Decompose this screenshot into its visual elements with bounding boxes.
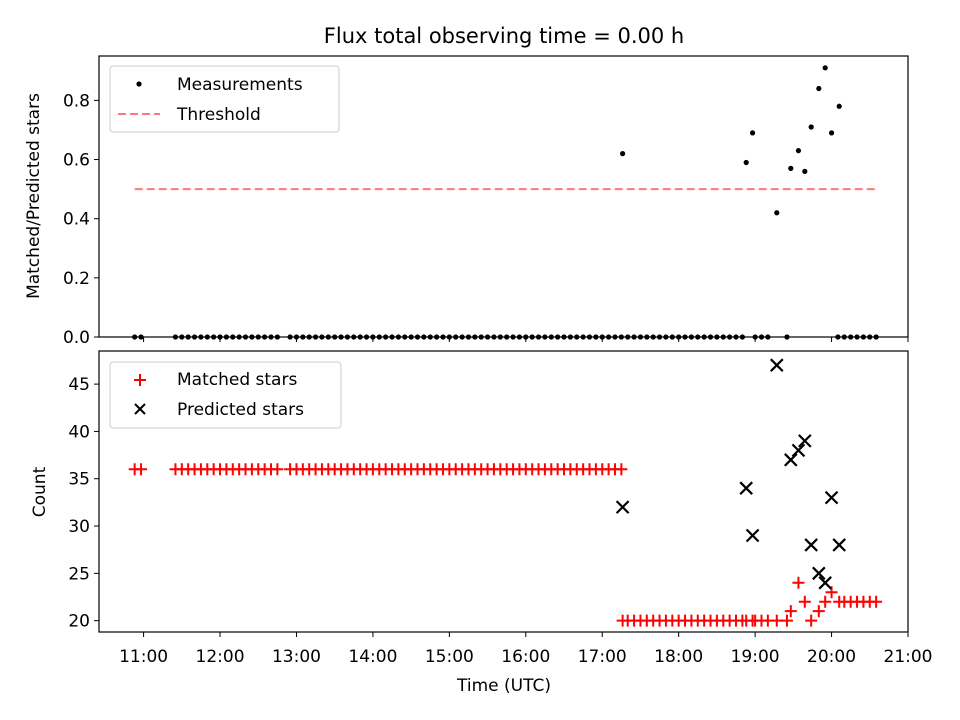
top-panel: Matched/Predicted stars 0.00.20.40.60.8 … [24,55,909,348]
bottom-ticks: 20 25 30 35 40 45 11:00 12:00 13:00 14:00 15:00 16:… [68,375,932,667]
measurement-point [795,148,802,154]
measurement-point [808,124,814,130]
top-plot-frame [98,55,909,338]
predicted-star-point [798,434,812,448]
legend-matched-plus [134,374,146,386]
legend-predicted-x [134,403,146,415]
predicted-star-point [832,538,846,552]
measurement-point [749,130,756,136]
chart-title: Flux total observing time = 0.00 h [324,24,684,48]
measurement-point [836,103,842,109]
matched-star-point [271,463,284,476]
predicted-star-point [615,500,630,514]
measurement-point [822,65,828,71]
bottom-x-tick-label: 13:00 [272,647,321,667]
predicted-star-point [769,358,784,372]
top-y-axis-label-group: Matched/Predicted stars [24,93,44,299]
bottom-y-tick-label: 35 [68,470,90,490]
matched-star-point [135,463,148,476]
legend-measurements-dot [136,81,142,87]
predicted-star-point [812,566,826,581]
legend-predicted-label: Predicted stars [177,400,304,420]
legend-measurements-label: Measurements [177,75,303,95]
bottom-marks [128,358,883,627]
matched-star-point [792,576,805,589]
legend-threshold-label: Threshold [176,105,261,125]
measurement-point [828,130,835,136]
matched-star-point [870,595,883,608]
top-y-tick-label: 0.2 [63,269,90,289]
top-legend-box [109,65,340,133]
bottom-x-tick-label: 19:00 [731,647,780,667]
bottom-x-tick-label: 21:00 [884,647,933,667]
top-y-tick-label: 0.0 [63,328,90,348]
bottom-panel: Count Time (UTC) 20 25 30 35 40 45 11:00 12:00 1… [30,350,933,696]
measurement-point [620,151,626,157]
top-y-tick-label: 0.6 [63,151,90,171]
measurement-point [802,168,808,174]
bottom-y-tick-label: 40 [68,422,90,442]
bottom-y-tick-label: 20 [68,612,90,632]
bottom-x-tick-label: 12:00 [196,647,245,667]
top-legend: Measurements Threshold [109,65,340,133]
bottom-plot-frame [98,350,909,633]
bottom-x-tick-label: 11:00 [119,647,168,667]
top-y-tick-label: 0.4 [63,210,90,230]
measurement-point [788,165,794,171]
legend-matched-label: Matched stars [177,370,297,390]
bottom-legend-box [109,361,342,429]
top-ticks: 0.0 0.2 0.4 0.6 0.8 [63,91,909,348]
predicted-star-point [824,490,839,505]
predicted-star-point [745,528,760,543]
measurement-point [774,210,780,216]
matched-star-point [784,605,797,618]
predicted-star-point [818,576,832,590]
bottom-x-tick-label: 14:00 [348,647,397,667]
bottom-y-tick-label: 25 [68,564,90,584]
predicted-star-point [739,481,753,495]
top-y-tick-label: 0.8 [63,91,90,111]
measurement-point [743,159,749,166]
matched-star-point [770,614,783,627]
matched-star-point [833,595,846,608]
predicted-star-point [784,453,798,467]
matched-star-point [780,614,793,627]
matched-star-point [798,595,811,608]
x-axis-label: Time (UTC) [456,676,551,696]
matched-star-point [819,595,832,608]
matched-star-point [805,614,818,627]
predicted-star-point [791,443,806,458]
bottom-y-tick-label: 45 [68,375,90,395]
top-y-axis-label: Matched/Predicted stars [24,93,44,299]
bottom-y-tick-label: 30 [68,517,90,537]
bottom-x-tick-label: 18:00 [654,647,703,667]
bottom-x-tick-label: 16:00 [501,647,550,667]
matched-star-point [615,463,628,476]
top-marks [132,65,879,340]
bottom-x-tick-label: 17:00 [578,647,627,667]
bottom-legend: Matched stars Predicted stars [109,361,342,429]
measurement-point [816,85,822,92]
matched-star-point [812,605,825,618]
bottom-x-tick-label: 20:00 [807,647,856,667]
bottom-x-tick-label: 15:00 [425,647,474,667]
bottom-y-axis-label: Count [30,466,50,517]
predicted-star-point [804,538,818,552]
